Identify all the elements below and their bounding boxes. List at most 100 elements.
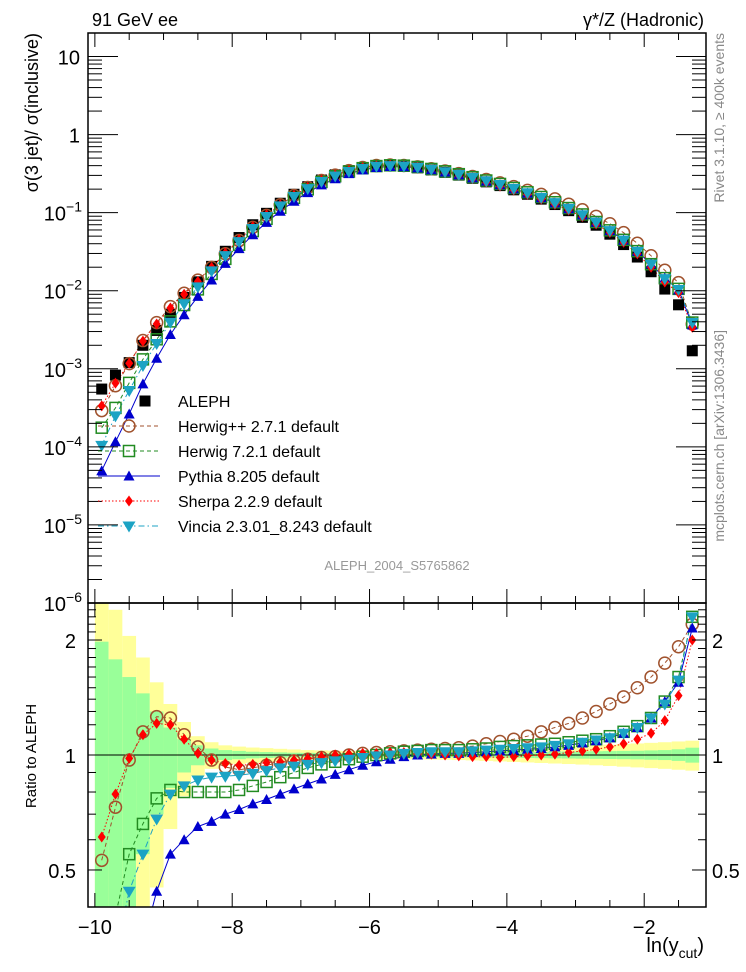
y-tick-label: 10−6 — [44, 589, 82, 616]
ratio-point — [493, 744, 507, 756]
series-point — [166, 302, 175, 314]
series-point — [301, 184, 315, 196]
series-point — [151, 352, 163, 363]
ratio-point — [482, 751, 491, 763]
series-point — [246, 223, 260, 235]
y-tick-label: 1 — [69, 126, 80, 148]
ratio-point — [424, 747, 438, 759]
stat-uncertainty-band — [94, 641, 109, 907]
ratio-point — [523, 750, 532, 762]
series-point — [548, 198, 562, 210]
stat-uncertainty-band — [149, 711, 164, 815]
ratio-point — [262, 757, 271, 769]
series-point — [180, 288, 189, 300]
ratio-point — [562, 739, 576, 751]
series-point — [314, 177, 328, 189]
ratio-point — [193, 747, 202, 759]
series-point — [122, 356, 136, 371]
ratio-point — [660, 715, 669, 727]
series-point — [369, 161, 383, 173]
series-point — [630, 246, 644, 258]
series-point — [178, 309, 190, 320]
series-point — [123, 408, 135, 419]
ratio-point — [219, 808, 231, 819]
ratio-point — [534, 742, 548, 754]
ratio-point — [356, 753, 370, 765]
series-point — [137, 378, 149, 389]
series-point — [356, 163, 370, 175]
stat-uncertainty-band — [163, 727, 178, 788]
ratio-point — [192, 820, 204, 831]
ratio-point — [218, 771, 232, 783]
ratio-point — [633, 733, 642, 745]
x-tick-label: −10 — [78, 917, 112, 939]
ratio-point — [452, 747, 466, 759]
legend: ALEPH Herwig++ 2.7.1 default Herwig 7.2.1 … — [98, 394, 372, 536]
ratio-point — [603, 733, 617, 745]
ratio-point — [589, 735, 603, 747]
series-point — [452, 169, 466, 181]
ratio-point — [479, 745, 493, 757]
ratio-point — [138, 729, 147, 741]
stat-uncertainty-band — [177, 739, 191, 773]
ratio-point — [96, 939, 107, 950]
aleph-data-point — [673, 299, 685, 311]
legend-entry: Herwig 7.2.1 default — [98, 444, 321, 461]
ratio-point — [578, 745, 587, 757]
ratio-point — [260, 766, 274, 778]
y-tick-label: 10−1 — [44, 199, 82, 226]
ratio-point — [357, 759, 369, 770]
series-point — [383, 161, 397, 173]
ratio-axis-label: Ratio to ALEPH — [23, 704, 40, 808]
ratio-point — [136, 849, 150, 861]
series-point — [152, 318, 161, 330]
series-point — [466, 173, 480, 185]
series-point — [205, 266, 219, 278]
ratio-point — [232, 783, 246, 797]
series-point — [328, 171, 342, 183]
ratio-line-2 — [152, 627, 693, 907]
ratio-point — [122, 886, 136, 898]
series-line-0 — [101, 164, 693, 411]
legend-entry: Vincia 2.3.01_8.243 default — [98, 519, 372, 536]
ratio-point — [315, 773, 327, 784]
ratio-point — [575, 711, 590, 725]
ratio-point — [288, 783, 300, 794]
axes: −10 −8 −6 −4 −2 10 1 10−1 10−2 10−3 10−4 10−5 10−6 2 2… — [44, 32, 740, 939]
series-point — [342, 167, 356, 179]
series-point — [218, 251, 232, 263]
series-point — [520, 188, 534, 200]
series-point — [206, 274, 218, 285]
ratio-tick-label-left: 0.5 — [48, 861, 76, 883]
ratio-point — [108, 800, 123, 814]
ratio-point — [630, 723, 644, 735]
series-line-3 — [101, 164, 693, 407]
series-point — [287, 192, 301, 204]
series-point — [603, 226, 617, 238]
legend-label: Sherpa 2.2.9 default — [178, 494, 323, 511]
legend-entry: ALEPH — [139, 394, 230, 411]
ratio-point — [301, 759, 315, 771]
ratio-point — [137, 939, 148, 949]
ratio-point — [592, 743, 601, 755]
ratio-point — [383, 750, 397, 762]
ratio-tick-label-right: 0.5 — [712, 861, 740, 883]
series-point — [109, 436, 121, 447]
legend-marker — [122, 419, 136, 433]
ratio-point — [219, 785, 232, 799]
ratio-point — [644, 670, 658, 684]
ratio-point — [111, 788, 120, 800]
stat-uncertainty-band — [108, 659, 123, 907]
series-point — [617, 235, 631, 247]
aleph-data-point — [164, 308, 176, 320]
ratio-point — [248, 758, 257, 770]
ratio-point — [235, 759, 244, 771]
y-tick-label: 10−2 — [44, 277, 82, 304]
ratio-point — [273, 763, 287, 775]
ratio-point — [247, 798, 259, 809]
ratio-point — [94, 853, 109, 868]
ratio-point — [671, 640, 686, 654]
ratio-point — [205, 785, 218, 799]
ratio-line-0 — [101, 623, 693, 861]
